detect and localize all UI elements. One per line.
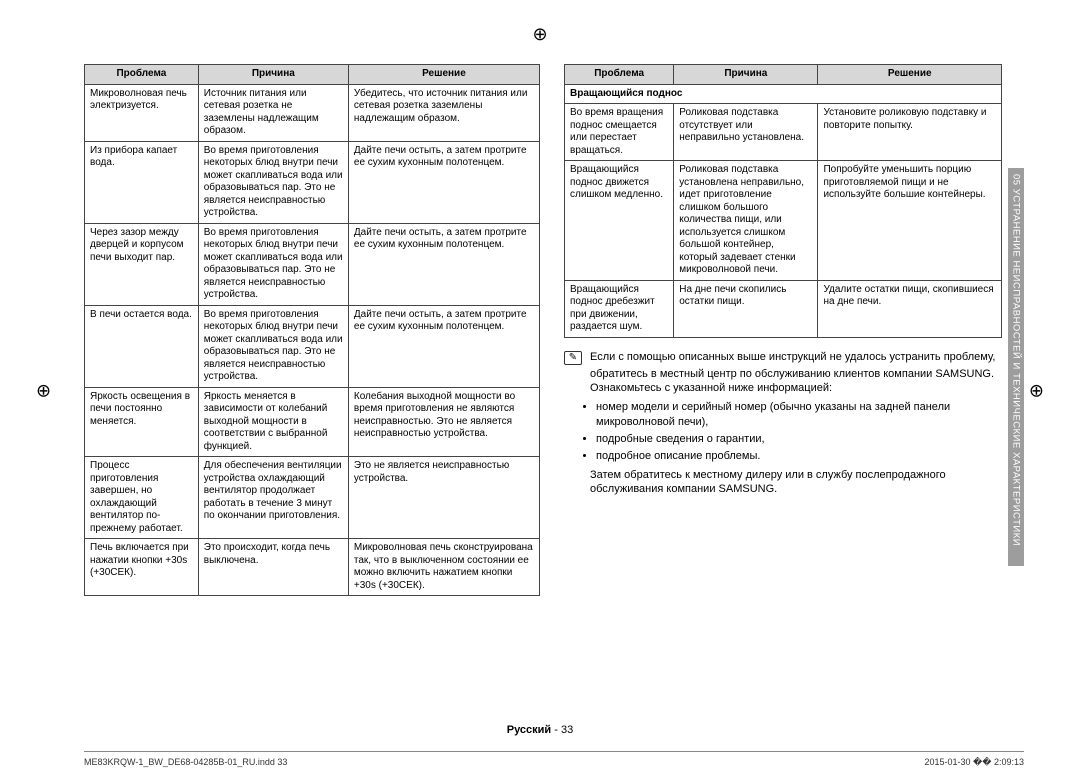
table-cell: Во время приготовления некоторых блюд вн… (198, 141, 348, 223)
footer-file: ME83KRQW-1_BW_DE68-04285B-01_RU.indd 33 (84, 757, 287, 768)
table-cell: Роликовая подставка отсутствует или непр… (674, 104, 818, 161)
th-cause: Причина (198, 65, 348, 85)
note-bullet: номер модели и серийный номер (обычно ук… (596, 400, 1002, 430)
page-footer: Русский - 33 (0, 724, 1080, 736)
table-cell: Это не является неисправностью устройств… (348, 457, 539, 539)
footer-lang: Русский (507, 724, 551, 736)
th-cause: Причина (674, 65, 818, 85)
section-header: Вращающийся поднос (565, 84, 1002, 104)
note-text: Ознакомьтесь с указанной ниже информацие… (564, 381, 1002, 396)
table-cell: Через зазор между дверцей и корпусом печ… (85, 223, 199, 305)
table-cell: В печи остается вода. (85, 305, 199, 387)
table-cell: Во время приготовления некоторых блюд вн… (198, 223, 348, 305)
table-cell: Вращающийся поднос дребезжит при движени… (565, 280, 674, 337)
note-text: Затем обратитесь к местному дилеру или в… (564, 468, 1002, 498)
footer-rule (84, 751, 1024, 752)
table-cell: Во время приготовления некоторых блюд вн… (198, 305, 348, 387)
table-cell: Роликовая подставка установлена неправил… (674, 161, 818, 281)
table-cell: Дайте печи остыть, а затем протрите ее с… (348, 305, 539, 387)
footer-timestamp: 2015-01-30 �� 2:09:13 (924, 757, 1024, 768)
table-cell: Микроволновая печь электризуется. (85, 84, 199, 141)
note-text: обратитесь в местный центр по обслуживан… (564, 367, 1002, 382)
notes-block: ✎ Если с помощью описанных выше инструкц… (564, 350, 1002, 498)
table-cell: Вращающийся поднос движется слишком медл… (565, 161, 674, 281)
table-cell: Попробуйте уменьшить порцию приготовляем… (818, 161, 1002, 281)
note-text: Если с помощью описанных выше инструкций… (590, 350, 995, 365)
table-cell: Установите роликовую подставку и повтори… (818, 104, 1002, 161)
table-cell: Убедитесь, что источник питания или сете… (348, 84, 539, 141)
section-tab: 05 УСТРАНЕНИЕ НЕИСПРАВНОСТЕЙ И ТЕХНИЧЕСК… (1008, 168, 1024, 566)
table-cell: Яркость освещения в печи постоянно меняе… (85, 387, 199, 457)
troubleshoot-table-right: Проблема Причина Решение Вращающийся под… (564, 64, 1002, 338)
note-bullet: подробные сведения о гарантии, (596, 432, 1002, 447)
table-cell: Источник питания или сетевая розетка не … (198, 84, 348, 141)
troubleshoot-table-left: Проблема Причина Решение Микроволновая п… (84, 64, 540, 596)
table-cell: Микроволновая печь сконструирована так, … (348, 539, 539, 596)
table-cell: Для обеспечения вентиляции устройства ох… (198, 457, 348, 539)
th-problem: Проблема (565, 65, 674, 85)
table-cell: Дайте печи остыть, а затем протрите ее с… (348, 223, 539, 305)
crop-mark-icon: ⊕ (1029, 381, 1044, 402)
footer-page: 33 (561, 724, 573, 736)
note-bullet: подробное описание проблемы. (596, 449, 1002, 464)
table-cell: Во время вращения поднос смещается или п… (565, 104, 674, 161)
th-problem: Проблема (85, 65, 199, 85)
table-cell: Удалите остатки пищи, скопившиеся на дне… (818, 280, 1002, 337)
table-cell: Из прибора капает вода. (85, 141, 199, 223)
table-cell: Это происходит, когда печь выключена. (198, 539, 348, 596)
table-cell: Дайте печи остыть, а затем протрите ее с… (348, 141, 539, 223)
note-icon: ✎ (564, 351, 582, 365)
table-cell: Процесс приготовления завершен, но охлаж… (85, 457, 199, 539)
table-cell: Яркость меняется в зависимости от колеба… (198, 387, 348, 457)
table-cell: Печь включается при нажатии кнопки +30s … (85, 539, 199, 596)
table-cell: Колебания выходной мощности во время при… (348, 387, 539, 457)
crop-mark-icon: ⊕ (532, 24, 547, 45)
th-solution: Решение (818, 65, 1002, 85)
note-bullets: номер модели и серийный номер (обычно ук… (564, 400, 1002, 463)
table-cell: На дне печи скопились остатки пищи. (674, 280, 818, 337)
crop-mark-icon: ⊕ (36, 381, 51, 402)
th-solution: Решение (348, 65, 539, 85)
